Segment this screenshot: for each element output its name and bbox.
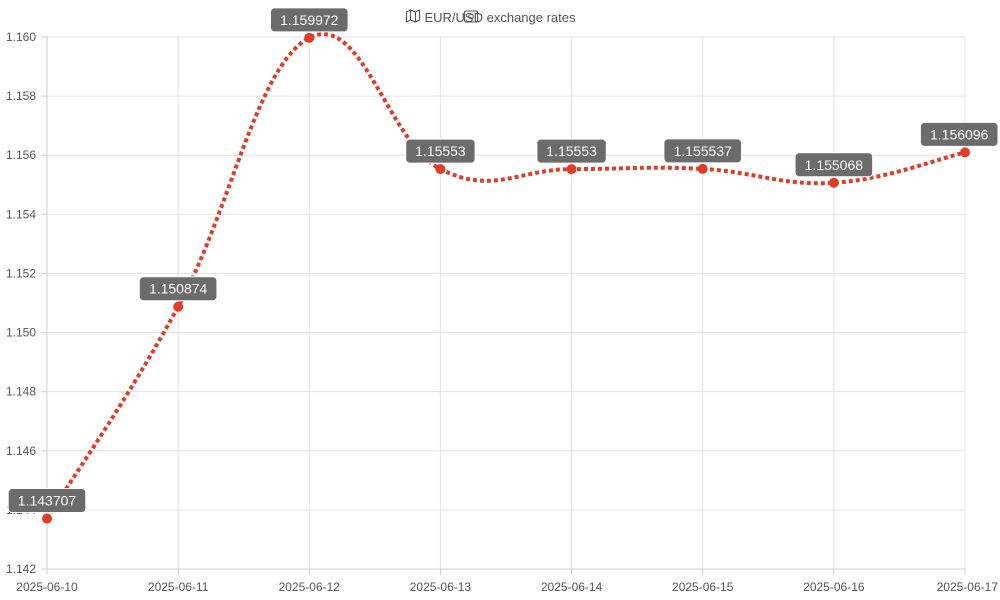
data-label-text: 1.150874 bbox=[149, 281, 208, 297]
chart-title: EUR/USD exchange rates bbox=[405, 9, 576, 25]
data-label-box bbox=[794, 152, 874, 178]
x-tick-label: 2025-06-16 bbox=[803, 580, 865, 594]
data-labels: 1.143707 1.150874 1.159972 1.15553 1.15553 1.… bbox=[7, 7, 999, 514]
data-label-text: 1.159972 bbox=[280, 12, 339, 28]
data-label-text: 1.15553 bbox=[415, 143, 466, 159]
y-tick-label: 1.160 bbox=[6, 30, 36, 44]
data-label-box bbox=[269, 7, 349, 33]
x-tick-label: 2025-06-13 bbox=[410, 580, 472, 594]
y-tick-label: 1.150 bbox=[6, 326, 36, 340]
data-label: 1.155068 bbox=[794, 152, 874, 178]
x-tick-label: 2025-06-17 bbox=[937, 580, 999, 594]
chart-title-text: EUR/USD exchange rates bbox=[424, 10, 576, 25]
x-tick-label: 2025-06-15 bbox=[672, 580, 734, 594]
banknote-icon bbox=[464, 10, 479, 23]
data-point bbox=[828, 177, 839, 188]
data-point bbox=[960, 147, 970, 158]
data-label-text: 1.156096 bbox=[930, 126, 989, 142]
data-label: 1.15553 bbox=[536, 138, 607, 164]
data-point bbox=[304, 32, 315, 43]
data-points bbox=[42, 32, 970, 524]
data-label-box bbox=[405, 138, 476, 164]
data-label-text: 1.15553 bbox=[546, 143, 597, 159]
y-tick-label: 1.154 bbox=[6, 207, 36, 221]
y-tick-label: 1.158 bbox=[6, 89, 36, 103]
data-label: 1.155537 bbox=[663, 138, 743, 164]
data-label-text: 1.155068 bbox=[805, 157, 864, 173]
data-label-text: 1.143707 bbox=[18, 493, 77, 509]
x-tick-label: 2025-06-14 bbox=[541, 580, 603, 594]
data-label-box bbox=[536, 138, 607, 164]
y-tick-label: 1.152 bbox=[6, 266, 36, 280]
data-label-text: 1.155537 bbox=[674, 143, 733, 159]
y-tick-label: 1.148 bbox=[6, 385, 36, 399]
data-label-box bbox=[663, 138, 743, 164]
data-label: 1.15553 bbox=[405, 138, 476, 164]
y-tick-label: 1.146 bbox=[6, 444, 36, 458]
data-point bbox=[566, 164, 577, 175]
chart-title-part: exchange rates bbox=[487, 10, 576, 25]
data-point bbox=[697, 163, 708, 174]
data-label: 1.143707 bbox=[7, 488, 87, 514]
x-tick-label: 2025-06-10 bbox=[16, 580, 78, 594]
grid bbox=[46, 36, 966, 570]
x-tick-label: 2025-06-12 bbox=[279, 580, 341, 594]
data-point bbox=[173, 301, 184, 312]
data-label: 1.150874 bbox=[138, 276, 218, 302]
x-tick-label: 2025-06-11 bbox=[148, 580, 209, 594]
map-icon bbox=[405, 9, 421, 23]
y-tick-label: 1.156 bbox=[6, 148, 36, 162]
data-label-box bbox=[138, 276, 218, 302]
data-label-box bbox=[7, 488, 87, 514]
data-label: 1.156096 bbox=[919, 121, 999, 147]
data-point bbox=[435, 164, 446, 175]
data-label-box bbox=[919, 121, 999, 147]
data-label: 1.159972 bbox=[269, 7, 349, 33]
data-point bbox=[42, 513, 52, 524]
y-tick-label: 1.142 bbox=[6, 562, 36, 576]
